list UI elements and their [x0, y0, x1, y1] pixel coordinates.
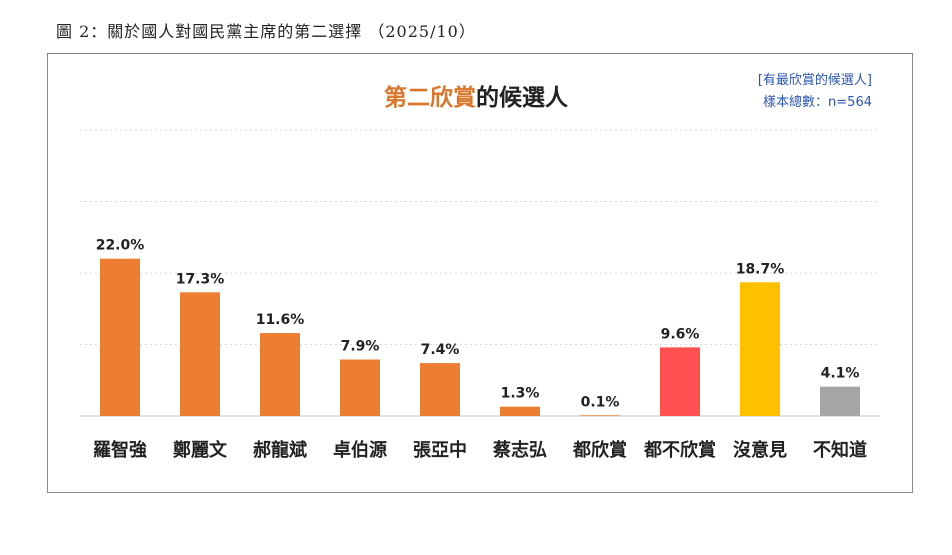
sample-note-line2: 樣本總數：n=564	[763, 95, 872, 110]
category-label: 都欣賞	[572, 439, 627, 461]
category-label: 沒意見	[733, 439, 787, 461]
category-label: 蔡志弘	[492, 439, 547, 461]
bar-value-label: 9.6%	[661, 326, 700, 342]
category-label: 鄭麗文	[173, 439, 228, 461]
value-labels: 22.0% 17.3% 11.6% 7.9% 7.4% 1.3% 0.1% 9.6% 18.7%…	[96, 238, 860, 411]
category-label: 都不欣賞	[643, 439, 716, 461]
chart-title-rest: 的候選人	[476, 85, 568, 111]
bar	[260, 333, 300, 416]
bar-value-label: 22.0%	[96, 238, 145, 254]
bar	[660, 347, 700, 416]
category-label: 羅智強	[93, 439, 147, 461]
sample-note: [有最欣賞的候選人] 樣本總數：n=564	[758, 70, 872, 114]
category-labels: 羅智強 鄭麗文 郝龍斌 卓伯源 張亞中 蔡志弘 都欣賞 都不欣賞 沒意見 不知道	[93, 439, 867, 461]
bar	[820, 386, 860, 416]
chart-title: 第二欣賞的候選人	[0, 78, 952, 112]
bar-value-label: 17.3%	[176, 271, 225, 287]
category-label: 不知道	[813, 439, 867, 461]
sample-note-line1: [有最欣賞的候選人]	[757, 73, 872, 88]
chart-title-accent: 第二欣賞	[384, 85, 476, 111]
figure-caption: 圖 2：關於國人對國民黨主席的第二選擇 （2025/10）	[56, 22, 476, 41]
bar-value-label: 18.7%	[736, 261, 785, 277]
category-label: 張亞中	[413, 439, 467, 461]
bar-value-label: 7.4%	[421, 342, 460, 358]
bar	[340, 359, 380, 416]
bar-value-label: 0.1%	[581, 394, 620, 410]
bar-value-label: 1.3%	[501, 386, 540, 402]
bar-value-label: 4.1%	[821, 366, 860, 382]
bar-value-label: 11.6%	[256, 312, 305, 328]
bars	[100, 258, 860, 416]
category-label: 郝龍斌	[253, 439, 307, 461]
category-label: 卓伯源	[333, 439, 387, 461]
bar	[420, 363, 460, 416]
bar	[500, 406, 540, 416]
bar	[100, 258, 140, 416]
bar	[740, 282, 780, 416]
bar-value-label: 7.9%	[341, 339, 380, 355]
bar	[180, 292, 220, 416]
bar	[580, 415, 620, 416]
